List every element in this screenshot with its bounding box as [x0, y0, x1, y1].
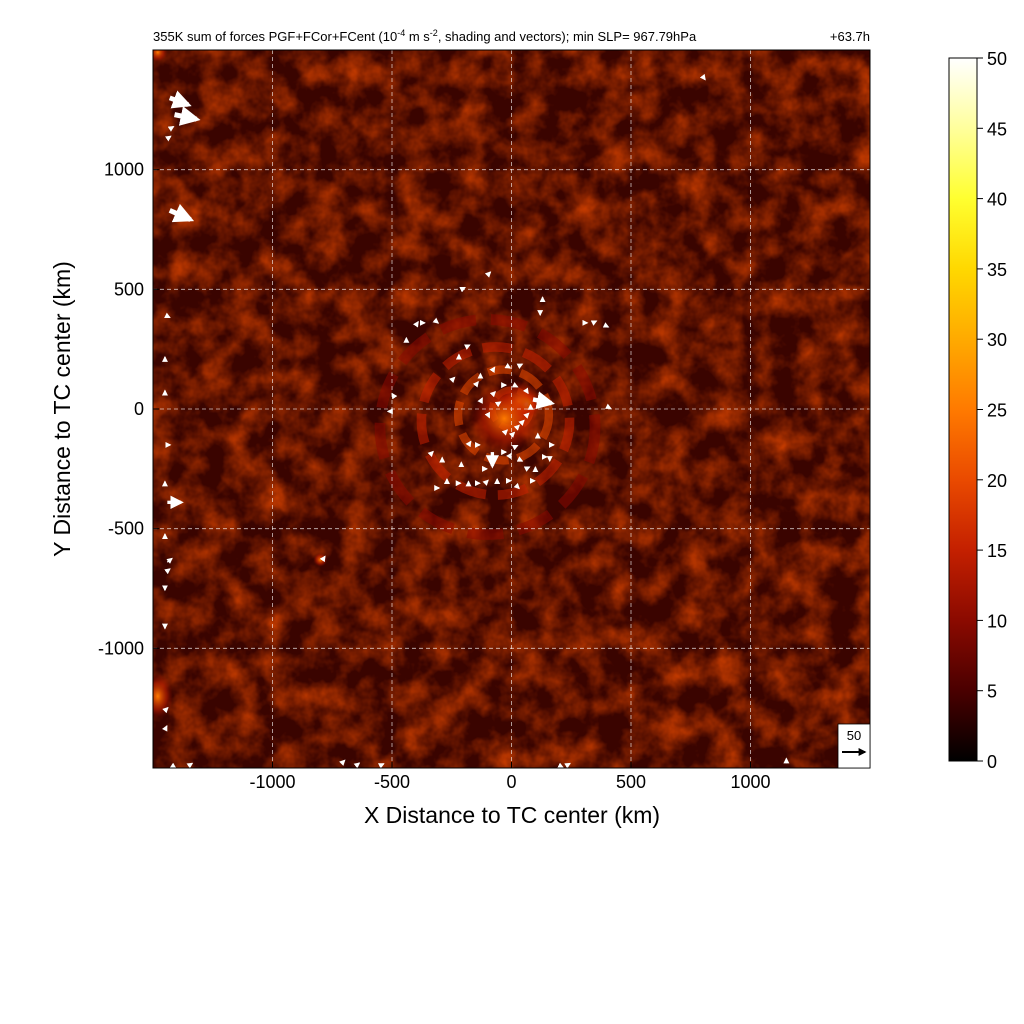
- force-vector: [504, 362, 512, 369]
- force-vector: [501, 429, 509, 436]
- force-vector: [508, 431, 516, 439]
- force-vector: [165, 135, 172, 142]
- colorbar-tick-label: 10: [987, 611, 1007, 631]
- reference-vector-key: 50: [837, 723, 871, 769]
- force-vector: [164, 312, 171, 319]
- force-vector: [161, 724, 168, 732]
- force-vector: [464, 344, 471, 350]
- force-vector: [391, 392, 398, 400]
- force-vector: [459, 286, 466, 293]
- force-vector: [412, 320, 419, 328]
- force-vector: [465, 440, 472, 448]
- force-vector: [319, 555, 326, 563]
- force-vector: [166, 557, 173, 564]
- force-vector: [532, 391, 555, 410]
- x-tick-label: -500: [374, 772, 410, 792]
- force-vector: [472, 381, 479, 388]
- vector-layer: [161, 73, 790, 768]
- force-vector: [513, 482, 520, 490]
- y-tick-label: 500: [114, 279, 144, 299]
- x-tick-label: 0: [506, 772, 516, 792]
- colorbar-tick-label: 30: [987, 330, 1007, 350]
- force-vector: [489, 366, 496, 374]
- y-tick-label: 1000: [104, 160, 144, 180]
- force-vector: [477, 397, 483, 404]
- hotspot: [153, 50, 168, 62]
- chart-title: 355K sum of forces PGF+FCor+FCent (10-4 …: [153, 28, 697, 44]
- force-vector: [513, 424, 520, 431]
- colorbar-tick-label: 45: [987, 119, 1007, 139]
- colorbar-tick-label: 20: [987, 471, 1007, 491]
- grid-layer: [153, 50, 870, 768]
- hotspot: [313, 552, 328, 567]
- force-vector: [511, 382, 519, 388]
- hotspot-layer: [153, 50, 542, 720]
- force-vector: [449, 376, 456, 383]
- plot-area: [153, 50, 870, 768]
- colorbar-tick-label: 0: [987, 752, 997, 772]
- force-vector: [557, 762, 564, 768]
- force-vector: [484, 271, 492, 278]
- y-tick-label: -500: [108, 519, 144, 539]
- force-vector: [605, 403, 612, 410]
- force-vector: [516, 456, 524, 462]
- force-vector: [432, 317, 440, 324]
- force-vector: [506, 452, 512, 460]
- force-vector: [516, 363, 524, 369]
- force-vector: [162, 706, 169, 714]
- spiral-band: [453, 365, 554, 465]
- force-vector: [699, 73, 706, 81]
- x-tick-label: 1000: [730, 772, 770, 792]
- hotspot: [153, 673, 174, 720]
- reference-vector-box: [837, 723, 871, 769]
- colorbar-tick-label: 50: [987, 49, 1007, 69]
- force-vector: [522, 387, 529, 395]
- force-vector: [484, 411, 491, 419]
- force-vector: [489, 390, 497, 398]
- y-tick-label: 0: [134, 399, 144, 419]
- spiral-band: [416, 342, 575, 500]
- force-vector: [174, 106, 201, 126]
- colorbar-tick-label: 40: [987, 190, 1007, 210]
- force-vector: [482, 479, 489, 486]
- force-vector: [186, 762, 194, 768]
- force-vector: [564, 762, 571, 768]
- x-axis: -1000 -500 0 500 1000: [249, 762, 771, 792]
- force-vector: [168, 90, 192, 109]
- colorbar: 0 5 10 15 20 25 30 35 40 45 50: [948, 49, 1007, 772]
- colorbar-tick-label: 5: [987, 682, 997, 702]
- hotspot: [469, 384, 539, 453]
- colorbar-tick-label: 15: [987, 541, 1007, 561]
- force-vector: [169, 762, 177, 768]
- force-vector: [377, 763, 385, 768]
- force-vector: [167, 126, 175, 132]
- force-vector: [339, 759, 346, 766]
- y-tick-label: -1000: [98, 638, 144, 658]
- force-vector: [494, 401, 502, 408]
- colorbar-tick-label: 35: [987, 260, 1007, 280]
- reference-vector-label: 50: [847, 728, 861, 743]
- y-axis: -1000 -500 0 500 1000: [98, 160, 159, 658]
- force-vector: [523, 412, 530, 419]
- spiral-band: [374, 314, 601, 540]
- x-tick-label: 500: [616, 772, 646, 792]
- force-vector: [523, 466, 531, 472]
- force-vector: [353, 762, 361, 768]
- y-axis-label: Y Distance to TC center (km): [49, 261, 75, 557]
- force-vector: [518, 419, 525, 427]
- colorbar-ticks: 0 5 10 15 20 25 30 35 40 45 50: [977, 49, 1007, 772]
- force-vector: [168, 203, 195, 223]
- force-vector: [427, 450, 434, 458]
- x-axis-label: X Distance to TC center (km): [364, 802, 660, 828]
- force-vector: [590, 320, 598, 326]
- x-tick-label: -1000: [249, 772, 295, 792]
- time-label: +63.7h: [830, 29, 870, 44]
- force-vector: [164, 568, 171, 575]
- colorbar-tick-label: 25: [987, 401, 1007, 421]
- force-vector: [511, 444, 519, 451]
- force-vector: [602, 322, 610, 328]
- colorbar-gradient: [948, 57, 978, 762]
